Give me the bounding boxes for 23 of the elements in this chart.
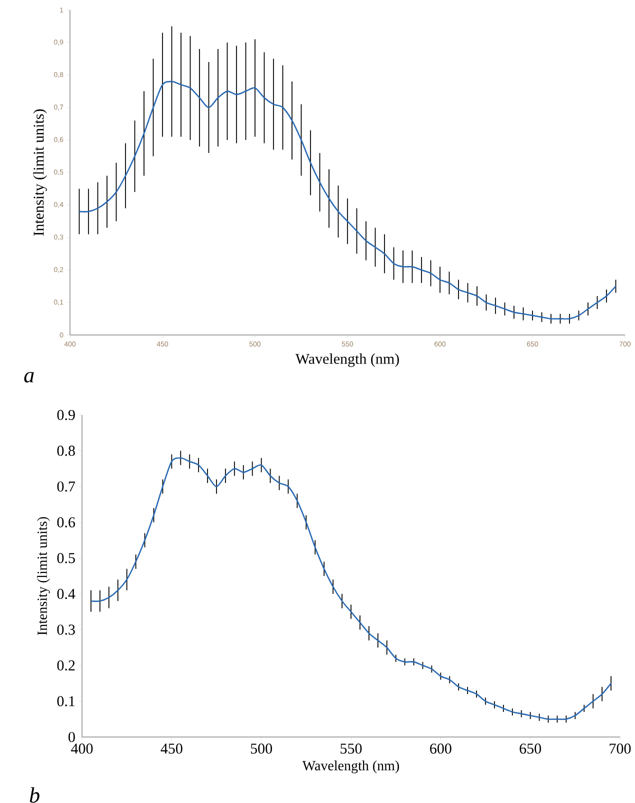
- y-tick-label: 0: [68, 732, 75, 742]
- y-axis-title: Intensity (limit units): [33, 109, 47, 236]
- text: a: [24, 372, 34, 383]
- x-tick-label: 600: [430, 744, 452, 754]
- x-axis-title: Wavelength (nm): [302, 760, 399, 774]
- x-axis-title: Wavelength (nm): [295, 353, 399, 367]
- y-tick-label: 0.5: [57, 553, 75, 564]
- y-tick-label: 0.1: [57, 696, 75, 706]
- x-tick-label: 550: [340, 744, 362, 754]
- y-tick-label: 0.9: [57, 410, 75, 420]
- x-tick-label: 700: [610, 744, 631, 754]
- y-tick-label: 0.3: [57, 624, 75, 635]
- x-tick-label: 400: [71, 744, 93, 754]
- y-tick-label: 0.4: [57, 588, 76, 599]
- y-tick-label: 0.7: [57, 481, 76, 492]
- x-tick-label: 650: [520, 744, 542, 754]
- x-tick-label: 500: [250, 744, 272, 754]
- y-tick-label: 0.2: [57, 660, 75, 671]
- y-axis-title: Intensity (limit units): [37, 517, 50, 635]
- y-tick-label: 0.8: [57, 446, 75, 456]
- x-tick-label: 450: [160, 744, 182, 754]
- y-tick-label: 0.6: [57, 517, 76, 528]
- text: b: [30, 787, 40, 803]
